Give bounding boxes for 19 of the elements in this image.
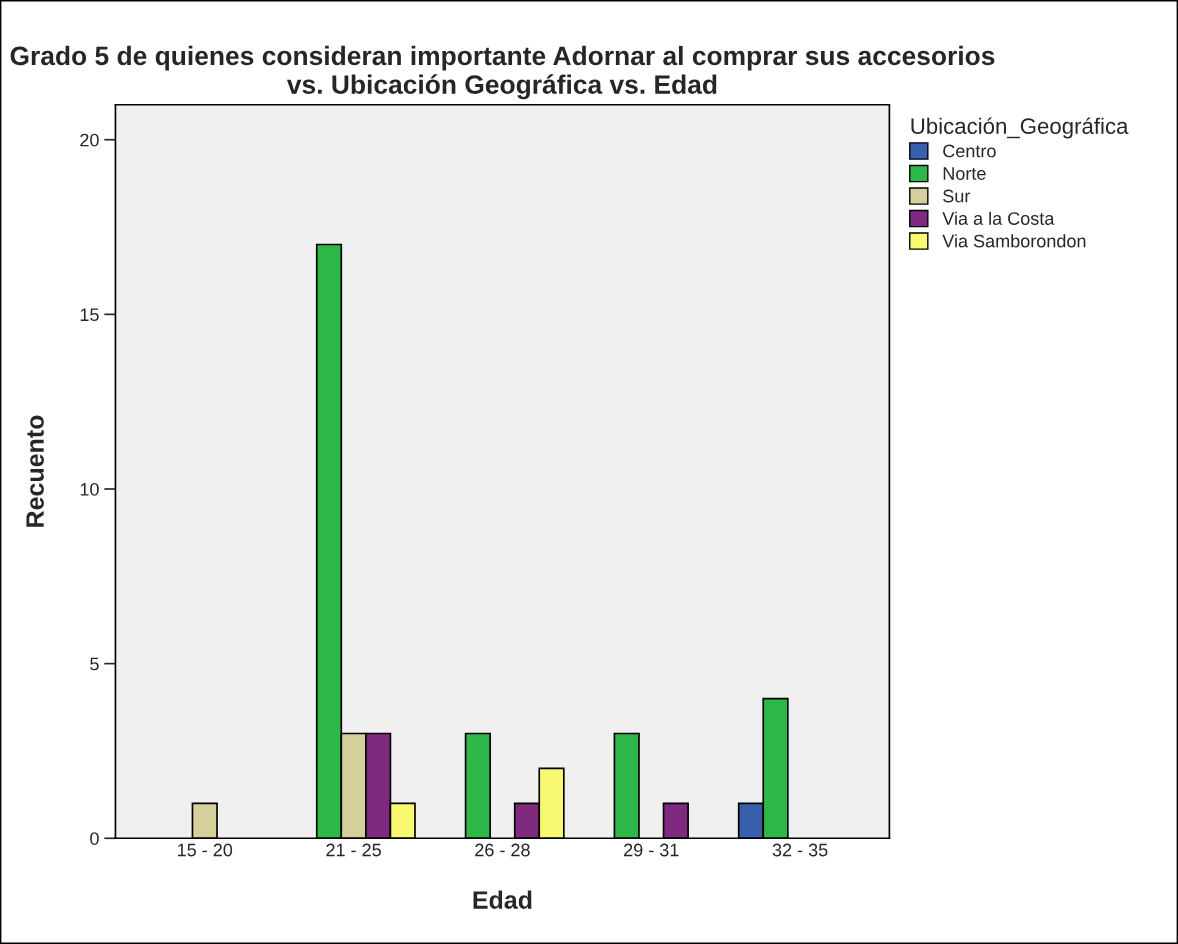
y-tick-label: 5 (90, 657, 99, 671)
y-tick-label: 15 (80, 308, 99, 322)
y-tick-label: 10 (80, 482, 99, 496)
x-tick-label: 29 - 31 (624, 843, 679, 857)
y-axis-title: Recuento (26, 415, 44, 527)
legend-label: Norte (943, 167, 986, 180)
x-axis-title: Edad (473, 890, 532, 909)
chart-title: Grado 5 de quienes consideran importante Adornar al comprar sus accesorios vs. Ubicación Geográfica vs. Edad (10, 45, 995, 100)
y-tick-label: 0 (90, 832, 99, 845)
legend-title: Ubicación_Geográfica (911, 117, 1129, 139)
legend-label: Centro (943, 144, 996, 158)
legend-label: Via a la Costa (942, 211, 1055, 225)
y-tick-label: 20 (80, 133, 99, 147)
x-tick-label: 32 - 35 (772, 843, 828, 857)
legend-label: Via Samborondon (942, 234, 1086, 248)
x-tick-label: 15 - 20 (178, 843, 233, 857)
x-tick-label: 26 - 28 (475, 843, 530, 857)
legend-label: Sur (943, 189, 971, 203)
x-tick-label: 21 - 25 (326, 843, 381, 857)
